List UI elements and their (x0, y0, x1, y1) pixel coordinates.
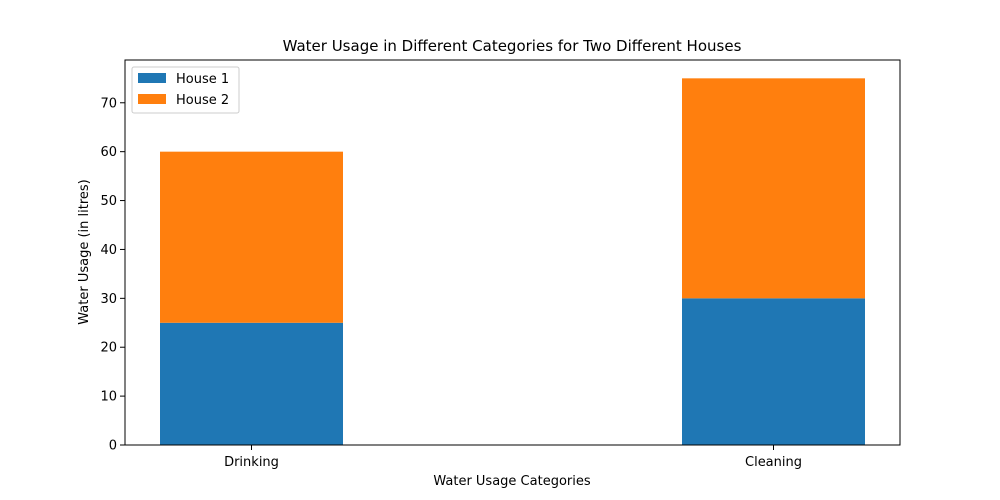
legend-label-house-2: House 2 (176, 93, 229, 108)
y-tick-label: 0 (109, 439, 117, 454)
plot-frame (124, 59, 901, 446)
y-tick-label: 50 (100, 194, 117, 209)
y-tick-label: 10 (100, 390, 117, 405)
x-tick-label-cleaning: Cleaning (745, 455, 802, 470)
y-tick-label: 40 (100, 243, 117, 258)
y-tick-label: 30 (100, 292, 117, 307)
legend-label-house-1: House 1 (176, 72, 229, 87)
bar-house-1-cleaning (682, 298, 865, 445)
bars-layer (160, 78, 865, 445)
y-tick-label: 70 (100, 96, 117, 111)
y-tick-label: 20 (100, 341, 117, 356)
x-tick-label-drinking: Drinking (224, 455, 279, 470)
x-axis: Drinking Cleaning (224, 445, 802, 470)
y-axis: 0 10 20 30 40 50 60 70 (100, 96, 125, 454)
x-axis-label: Water Usage Categories (433, 474, 590, 489)
bar-house-1-drinking (160, 322, 343, 445)
bar-house-2-drinking (160, 151, 343, 323)
bar-house-2-cleaning (682, 78, 865, 299)
chart-title: Water Usage in Different Categories for … (283, 37, 742, 55)
y-tick-label: 60 (100, 145, 117, 160)
legend: House 1 House 2 (131, 66, 240, 114)
legend-swatch-house-1 (138, 73, 166, 83)
y-axis-label: Water Usage (in litres) (77, 179, 92, 324)
legend-swatch-house-2 (138, 94, 166, 104)
